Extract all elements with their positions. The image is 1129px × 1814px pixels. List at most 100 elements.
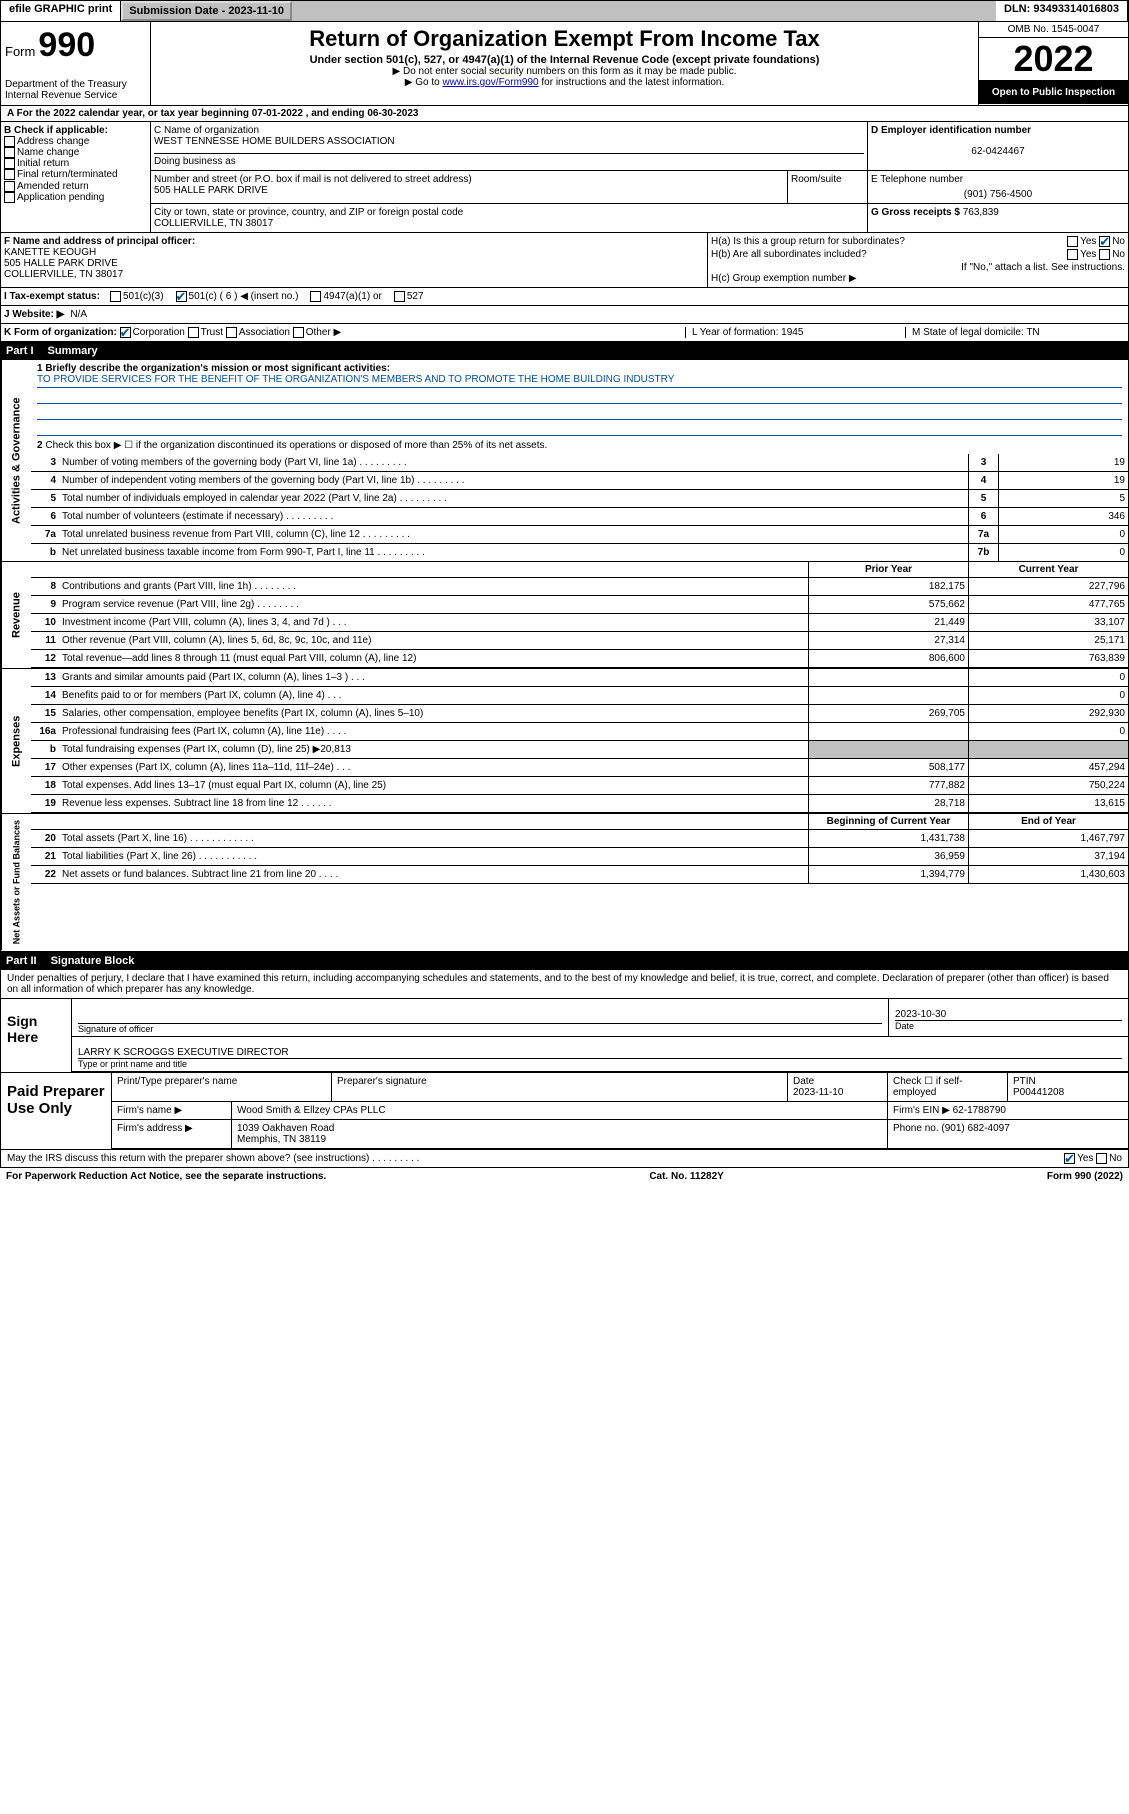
end-year-head: End of Year (968, 814, 1128, 829)
sign-block: Sign Here Signature of officer 2023-10-3… (0, 999, 1129, 1073)
hb-no-checkbox[interactable] (1099, 249, 1110, 260)
firm-ein-cell: Firm's EIN ▶ 62-1788790 (888, 1102, 1128, 1119)
sig-printed-name: LARRY K SCROGGS EXECUTIVE DIRECTOR (78, 1047, 1122, 1058)
phone-cell: E Telephone number (901) 756-4500 (868, 171, 1128, 203)
j-value: N/A (70, 309, 87, 320)
street-value: 505 HALLE PARK DRIVE (154, 185, 784, 196)
ha-no-checkbox[interactable] (1099, 236, 1110, 247)
table-row: 11Other revenue (Part VIII, column (A), … (31, 632, 1128, 650)
table-row: 14Benefits paid to or for members (Part … (31, 687, 1128, 705)
table-row: 16aProfessional fundraising fees (Part I… (31, 723, 1128, 741)
revenue-block: Revenue Prior Year Current Year 8Contrib… (0, 562, 1129, 669)
firm-name: Wood Smith & Ellzey CPAs PLLC (232, 1102, 888, 1119)
sig-date: 2023-10-30 (895, 1009, 1122, 1020)
netassets-block: Net Assets or Fund Balances Beginning of… (0, 814, 1129, 951)
preparer-block: Paid Preparer Use Only Print/Type prepar… (0, 1073, 1129, 1150)
table-row: 22Net assets or fund balances. Subtract … (31, 866, 1128, 884)
begin-year-head: Beginning of Current Year (808, 814, 968, 829)
checkbox-final-return[interactable]: Final return/terminated (4, 169, 147, 180)
revenue-head: Prior Year Current Year (31, 562, 1128, 578)
instructions-link[interactable]: www.irs.gov/Form990 (442, 77, 538, 88)
header-left: Form 990 Department of the Treasury Inte… (1, 22, 151, 105)
table-row: 9Program service revenue (Part VIII, lin… (31, 596, 1128, 614)
table-row: 20Total assets (Part X, line 16) . . . .… (31, 830, 1128, 848)
revenue-side-label: Revenue (1, 562, 31, 668)
checkbox-amended[interactable]: Amended return (4, 181, 147, 192)
hb-note: If "No," attach a list. See instructions… (711, 262, 1125, 273)
part2-num: Part II (6, 955, 37, 967)
mission-label: 1 Briefly describe the organization's mi… (37, 363, 390, 374)
mission-blank3 (37, 422, 1122, 436)
table-row: 6Total number of volunteers (estimate if… (31, 508, 1128, 526)
dln-label: DLN: 93493314016803 (996, 1, 1128, 21)
section-bcd: B Check if applicable: Address change Na… (0, 122, 1129, 233)
i-4947-checkbox[interactable] (310, 291, 321, 302)
netassets-head: Beginning of Current Year End of Year (31, 814, 1128, 830)
current-year-head: Current Year (968, 562, 1128, 577)
checkbox-address-change[interactable]: Address change (4, 136, 147, 147)
k-assoc-checkbox[interactable] (226, 327, 237, 338)
table-row: bNet unrelated business taxable income f… (31, 544, 1128, 561)
city-cell: City or town, state or province, country… (151, 204, 868, 232)
header-mid: Return of Organization Exempt From Incom… (151, 22, 978, 105)
preparer-label: Paid Preparer Use Only (1, 1073, 111, 1149)
checkbox-name-change[interactable]: Name change (4, 147, 147, 158)
officer-addr1: 505 HALLE PARK DRIVE (4, 258, 704, 269)
table-row: 7aTotal unrelated business revenue from … (31, 526, 1128, 544)
k-other-checkbox[interactable] (293, 327, 304, 338)
room-cell: Room/suite (788, 171, 868, 203)
declaration-text: Under penalties of perjury, I declare th… (0, 970, 1129, 999)
i-527-checkbox[interactable] (394, 291, 405, 302)
prep-self-employed[interactable]: Check ☐ if self-employed (888, 1073, 1008, 1101)
i-4947: 4947(a)(1) or (323, 291, 381, 302)
topbar-spacer (292, 1, 996, 21)
officer-name: KANETTE KEOUGH (4, 247, 704, 258)
prep-sig-head: Preparer's signature (332, 1073, 788, 1101)
footer-form: Form 990 (2022) (1047, 1171, 1123, 1182)
dept-label: Department of the Treasury (5, 79, 146, 90)
header-right: OMB No. 1545-0047 2022 Open to Public In… (978, 22, 1128, 105)
checkbox-application-pending[interactable]: Application pending (4, 192, 147, 203)
col-h: H(a) Is this a group return for subordin… (708, 233, 1128, 287)
sig-date-caption: Date (895, 1020, 1122, 1031)
hb-yes-checkbox[interactable] (1067, 249, 1078, 260)
gross-value: 763,839 (963, 207, 999, 218)
phone-value: (901) 756-4500 (871, 189, 1125, 200)
k-corp-checkbox[interactable] (120, 327, 131, 338)
prep-date-cell: Date2023-11-10 (788, 1073, 888, 1101)
checkbox-initial-return[interactable]: Initial return (4, 158, 147, 169)
mission-blank1 (37, 390, 1122, 404)
table-row: 3Number of voting members of the governi… (31, 454, 1128, 472)
footer: For Paperwork Reduction Act Notice, see … (0, 1168, 1129, 1185)
governance-block: Activities & Governance 1 Briefly descri… (0, 360, 1129, 562)
table-row: 17Other expenses (Part IX, column (A), l… (31, 759, 1128, 777)
officer-addr2: COLLIERVILLE, TN 38017 (4, 269, 704, 280)
table-row: 10Investment income (Part VIII, column (… (31, 614, 1128, 632)
city-value: COLLIERVILLE, TN 38017 (154, 218, 864, 229)
discuss-no-checkbox[interactable] (1096, 1153, 1107, 1164)
mission-block: 1 Briefly describe the organization's mi… (31, 360, 1128, 454)
ein-cell: D Employer identification number 62-0424… (868, 122, 1128, 170)
form-subtitle: Under section 501(c), 527, or 4947(a)(1)… (161, 54, 968, 66)
firm-addr: 1039 Oakhaven Road Memphis, TN 38119 (232, 1120, 888, 1148)
expenses-block: Expenses 13Grants and similar amounts pa… (0, 669, 1129, 814)
mission-text: TO PROVIDE SERVICES FOR THE BENEFIT OF T… (37, 374, 1122, 388)
i-501c3-checkbox[interactable] (110, 291, 121, 302)
row-k: K Form of organization: Corporation Trus… (0, 324, 1129, 342)
footer-left: For Paperwork Reduction Act Notice, see … (6, 1171, 326, 1182)
mission-blank2 (37, 406, 1122, 420)
i-501c-checkbox[interactable] (176, 291, 187, 302)
city-label: City or town, state or province, country… (154, 207, 864, 218)
k-trust-checkbox[interactable] (188, 327, 199, 338)
note-ssn: ▶ Do not enter social security numbers o… (161, 66, 968, 77)
form-title: Return of Organization Exempt From Incom… (161, 26, 968, 52)
table-row: 18Total expenses. Add lines 13–17 (must … (31, 777, 1128, 795)
part2-title: Signature Block (51, 955, 135, 967)
firm-phone-cell: Phone no. (901) 682-4097 (888, 1120, 1128, 1148)
k-left: K Form of organization: Corporation Trus… (4, 327, 685, 338)
submission-date-button[interactable]: Submission Date - 2023-11-10 (121, 1, 292, 21)
i-501c3: 501(c)(3) (123, 291, 164, 302)
org-name-cell: C Name of organization WEST TENNESSE HOM… (151, 122, 868, 170)
discuss-yes-checkbox[interactable] (1064, 1153, 1075, 1164)
ha-yes-checkbox[interactable] (1067, 236, 1078, 247)
